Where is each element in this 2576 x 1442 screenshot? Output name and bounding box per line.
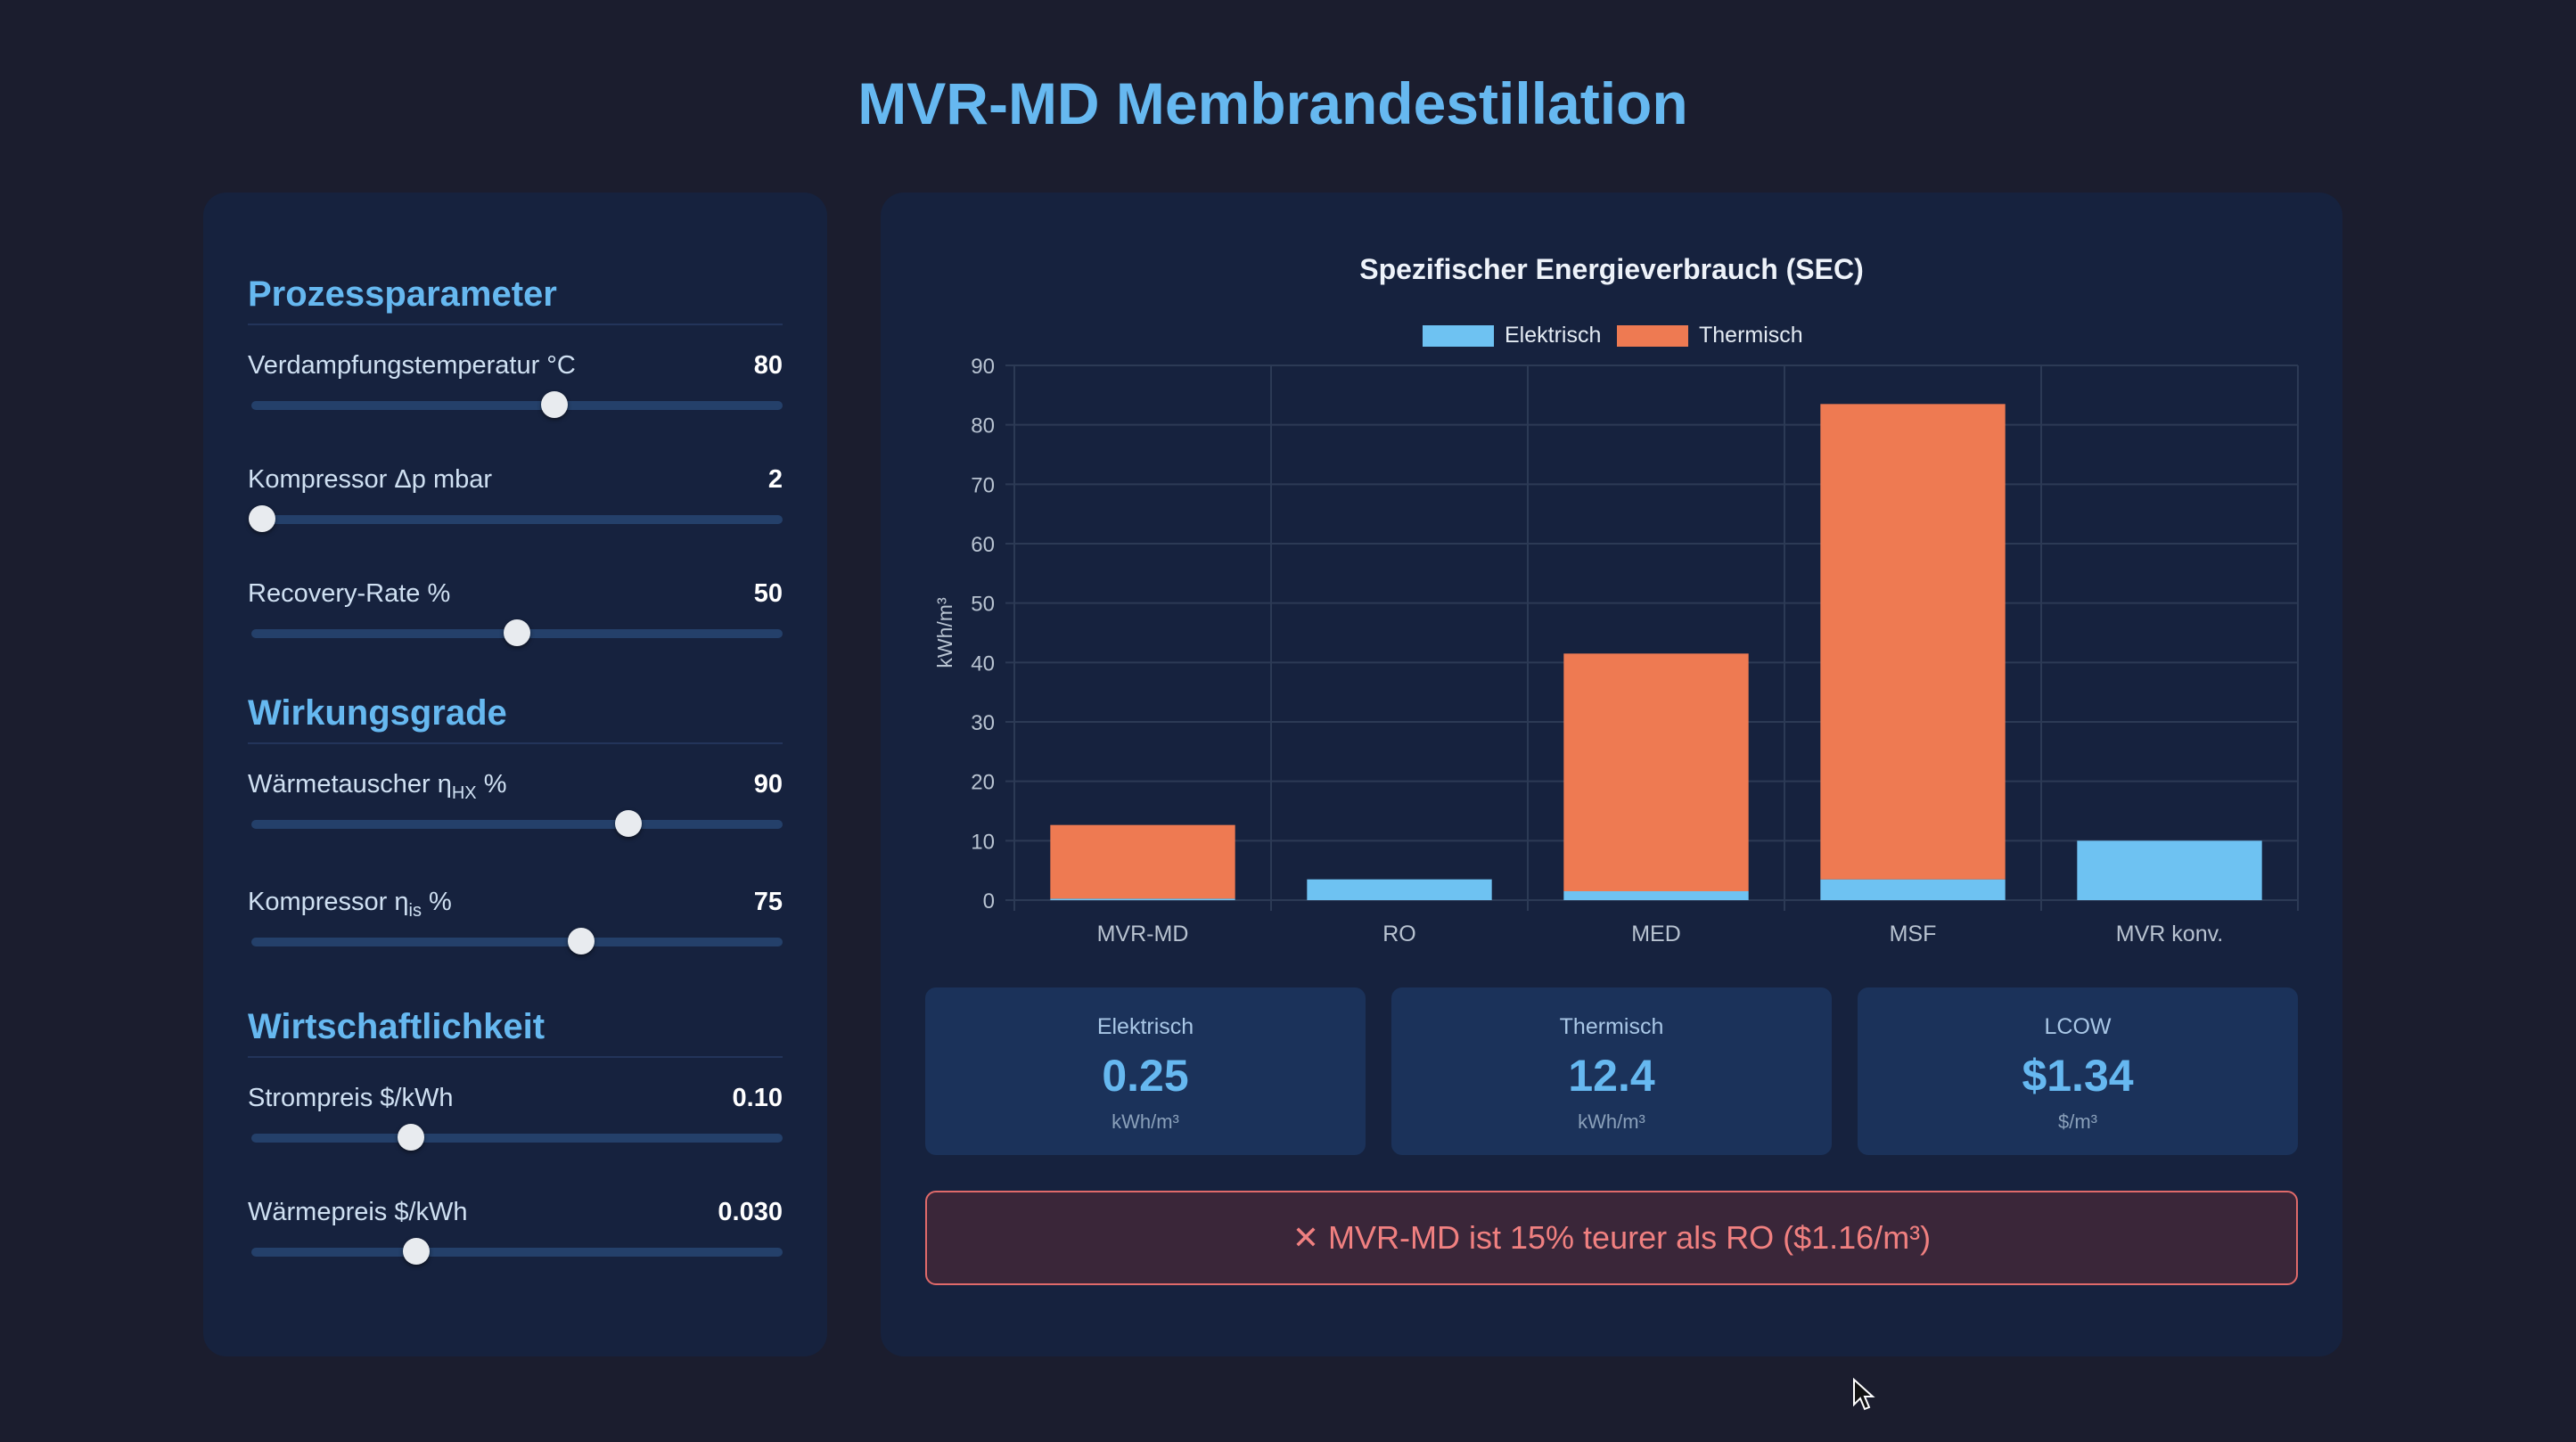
y-tick-label: 70 (971, 473, 995, 497)
legend-swatch-thermisch (1617, 325, 1688, 347)
section-title-prozessparameter: Prozessparameter (248, 274, 783, 325)
section-title-wirkungsgrade: Wirkungsgrade (248, 693, 783, 744)
bar-thermisch (1050, 824, 1235, 899)
param-label: Strompreis $/kWh (248, 1084, 454, 1112)
param-label: Verdampfungstemperatur °C (248, 351, 576, 380)
stat-card-thermisch: Thermisch 12.4 kWh/m³ (1391, 987, 1832, 1155)
legend-swatch-elektrisch (1423, 325, 1494, 347)
param-kompressor-eta: Kompressor ηis % 75 (248, 888, 783, 955)
param-value: 80 (753, 351, 783, 380)
stat-card-lcow: LCOW $1.34 $/m³ (1858, 987, 2298, 1155)
strompreis-slider[interactable] (251, 1124, 783, 1151)
slider-thumb[interactable] (402, 1238, 430, 1265)
x-tick-label: MSF (1890, 922, 1937, 946)
bar-elektrisch (1563, 891, 1749, 900)
param-label: Wärmetauscher ηHX % (248, 770, 507, 803)
x-tick-label: MVR konv. (2116, 922, 2223, 946)
legend-label: Thermisch (1699, 323, 1803, 348)
results-panel: Spezifischer Energieverbrauch (SEC) Elek… (881, 193, 2342, 1356)
param-value: 75 (753, 888, 783, 916)
bar-thermisch (1563, 653, 1749, 891)
bar-elektrisch (2077, 840, 2262, 900)
y-tick-label: 90 (971, 355, 995, 379)
param-waermepreis: Wärmepreis $/kWh 0.030 (248, 1198, 783, 1265)
controls-panel: Prozessparameter Verdampfungstemperatur … (203, 193, 827, 1356)
recovery-rate-slider[interactable] (251, 619, 783, 646)
y-tick-label: 30 (971, 711, 995, 735)
param-label: Recovery-Rate % (248, 579, 451, 608)
param-label: Kompressor ηis % (248, 888, 452, 921)
slider-thumb[interactable] (615, 810, 643, 837)
verdampfungstemperatur-slider[interactable] (251, 391, 783, 418)
param-value: 50 (753, 579, 783, 608)
bar-elektrisch (1307, 879, 1492, 900)
param-label: Wärmepreis $/kWh (248, 1198, 468, 1226)
param-kompressor-dp: Kompressor Δp mbar 2 (248, 465, 783, 532)
chart-title: Spezifischer Energieverbrauch (SEC) (1359, 253, 1864, 285)
param-verdampfungstemperatur: Verdampfungstemperatur °C 80 (248, 351, 783, 418)
bar-thermisch (1820, 404, 2006, 880)
cost-comparison-alert: ✕ MVR-MD ist 15% teurer als RO ($1.16/m³… (925, 1191, 2298, 1285)
param-recovery-rate: Recovery-Rate % 50 (248, 579, 783, 646)
stat-unit: kWh/m³ (1112, 1110, 1179, 1133)
y-tick-label: 40 (971, 651, 995, 676)
slider-thumb[interactable] (567, 928, 595, 955)
bar-elektrisch (1820, 879, 2006, 900)
stat-card-elektrisch: Elektrisch 0.25 kWh/m³ (925, 987, 1366, 1155)
param-value: 90 (753, 770, 783, 799)
y-tick-label: 80 (971, 414, 995, 438)
slider-thumb[interactable] (504, 619, 530, 646)
mouse-cursor-icon (1853, 1378, 1875, 1411)
sec-bar-chart: 0 10 20 30 40 50 60 70 80 90 kWh/m³ MVR-MD RO MED MSF M… (933, 355, 2299, 946)
stat-value: 0.25 (1102, 1051, 1189, 1101)
param-value: 0.10 (732, 1084, 783, 1112)
slider-thumb[interactable] (397, 1124, 424, 1151)
stat-unit: $/m³ (2058, 1110, 2097, 1133)
param-value: 2 (767, 465, 783, 494)
kompressor-dp-slider[interactable] (248, 505, 783, 532)
slider-thumb[interactable] (540, 391, 568, 418)
y-tick-label: 20 (971, 771, 995, 795)
param-value: 0.030 (718, 1198, 783, 1226)
waermetauscher-eta-slider[interactable] (251, 810, 783, 837)
waermepreis-slider[interactable] (251, 1238, 783, 1265)
section-title-wirtschaftlichkeit: Wirtschaftlichkeit (248, 1007, 783, 1058)
stat-unit: kWh/m³ (1578, 1110, 1645, 1133)
x-tick-label: MED (1631, 922, 1681, 946)
param-label: Kompressor Δp mbar (248, 465, 493, 494)
legend-label: Elektrisch (1505, 323, 1602, 348)
x-tick-label: RO (1382, 922, 1416, 946)
y-tick-label: 50 (971, 593, 995, 617)
slider-thumb[interactable] (248, 505, 275, 532)
page-title: MVR-MD Membrandestillation (857, 70, 1688, 136)
x-tick-label: MVR-MD (1097, 922, 1189, 946)
stat-label: LCOW (2044, 1014, 2112, 1039)
y-axis-label: kWh/m³ (933, 597, 956, 668)
kompressor-eta-slider[interactable] (251, 928, 783, 955)
stat-label: Elektrisch (1096, 1014, 1194, 1039)
stat-label: Thermisch (1559, 1014, 1664, 1039)
y-tick-label: 0 (983, 889, 995, 914)
stat-value: 12.4 (1568, 1051, 1655, 1101)
y-tick-label: 10 (971, 830, 995, 854)
stat-value: $1.34 (2022, 1051, 2134, 1101)
param-strompreis: Strompreis $/kWh 0.10 (248, 1084, 783, 1151)
param-waermetauscher-eta: Wärmetauscher ηHX % 90 (248, 770, 783, 837)
y-tick-label: 60 (971, 533, 995, 557)
bar-elektrisch (1050, 898, 1235, 900)
